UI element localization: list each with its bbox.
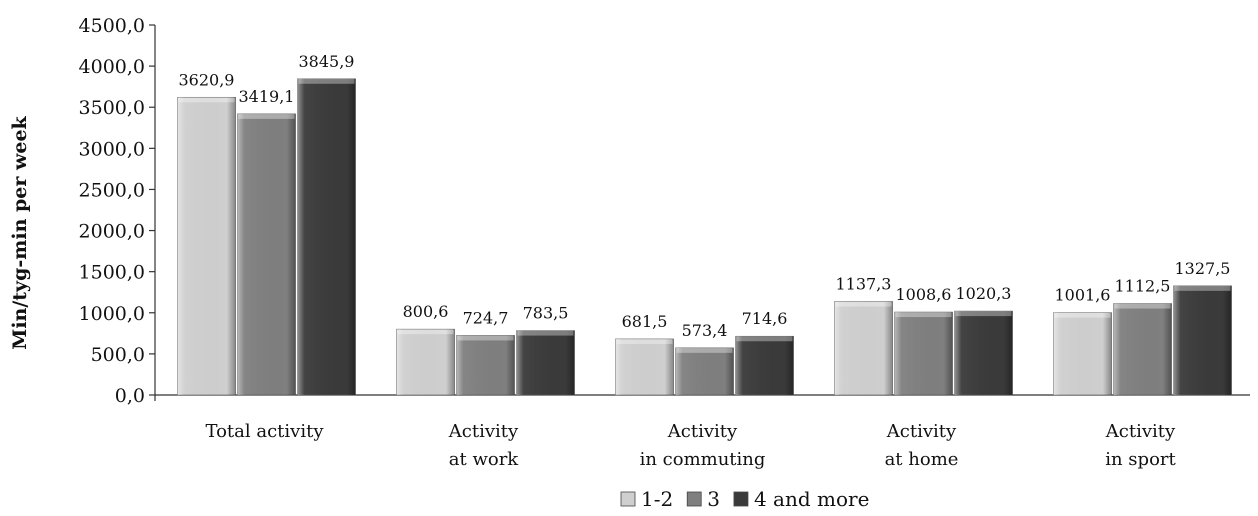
bar-bevel	[835, 301, 892, 307]
legend-label: 3	[707, 487, 720, 511]
bar-bevel	[238, 113, 295, 119]
data-label: 1112,5	[1115, 277, 1171, 296]
legend-swatch	[733, 491, 749, 507]
category-label: in commuting	[640, 449, 766, 470]
bar-shading	[735, 336, 794, 395]
category-label: Activity	[886, 421, 957, 442]
bar-shading	[954, 311, 1013, 395]
y-tick-label: 1000,0	[79, 303, 145, 325]
category-labels: Total activity Activity at work Activity in …	[205, 421, 1176, 470]
y-tick-label: 4000,0	[79, 56, 145, 78]
bar-bevel	[178, 97, 235, 103]
legend-swatch	[620, 491, 636, 507]
bar-bevel	[397, 329, 454, 335]
data-label: 783,5	[523, 304, 569, 323]
bar-shading	[456, 335, 515, 395]
bar-bevel	[736, 336, 793, 342]
category-label: in sport	[1105, 449, 1176, 470]
bar-shading	[516, 330, 575, 395]
legend-swatch	[686, 491, 702, 507]
bar-bevel	[1054, 312, 1111, 318]
bar-shading	[237, 113, 296, 396]
data-label: 1008,6	[896, 285, 952, 304]
y-tick-label: 3000,0	[79, 138, 145, 160]
category-label: at home	[885, 449, 959, 470]
legend-label: 4 and more	[754, 487, 869, 511]
y-tick-label: 0,0	[115, 385, 145, 407]
category-label: Total activity	[205, 421, 324, 442]
y-tick-label: 2000,0	[79, 221, 145, 243]
bar-bevel	[1174, 285, 1231, 291]
y-tick-label: 500,0	[91, 344, 145, 366]
bar-shading	[615, 338, 674, 395]
data-label: 573,4	[682, 321, 728, 340]
bar-shading	[1173, 285, 1232, 395]
bar-shading	[834, 301, 893, 395]
data-label: 3620,9	[179, 70, 235, 89]
data-label: 714,6	[742, 309, 788, 328]
data-label: 681,5	[622, 312, 668, 331]
bar-shading	[297, 78, 356, 395]
bar-shading	[675, 347, 734, 395]
bar-shading	[1113, 303, 1172, 395]
category-label: Activity	[667, 421, 738, 442]
data-label: 724,7	[463, 308, 509, 327]
legend: 1-2 3 4 and more	[620, 487, 869, 511]
axes: 0,0 500,0 1000,0 1500,0 2000,0 2500,0 3000,0 35…	[79, 15, 1250, 407]
data-label: 1327,5	[1175, 259, 1231, 278]
data-label: 1137,3	[836, 274, 892, 293]
data-label: 3845,9	[299, 52, 355, 71]
data-label: 800,6	[403, 302, 449, 321]
legend-label: 1-2	[641, 487, 673, 511]
bar-bevel	[895, 312, 952, 318]
y-tick-label: 3500,0	[79, 97, 145, 119]
y-tick-label: 4500,0	[79, 15, 145, 37]
bar-shading	[396, 329, 455, 395]
y-tick-label: 1500,0	[79, 262, 145, 284]
bar-shading	[177, 97, 236, 395]
bar-shading	[1053, 312, 1112, 395]
bar-bevel	[1114, 303, 1171, 309]
bars	[177, 78, 1232, 396]
y-tick-label: 2500,0	[79, 179, 145, 201]
data-label: 1020,3	[956, 284, 1012, 303]
bar-shading	[894, 312, 953, 395]
bar-bevel	[616, 338, 673, 344]
data-label: 1001,6	[1055, 286, 1111, 305]
data-label: 3419,1	[239, 87, 295, 106]
y-axis-label: Min/tyg-min per week	[9, 115, 31, 349]
category-label: at work	[449, 449, 520, 470]
bar-bevel	[517, 330, 574, 336]
bar-bevel	[298, 78, 355, 84]
bar-bevel	[457, 335, 514, 341]
category-label: Activity	[448, 421, 519, 442]
bar-bevel	[955, 311, 1012, 317]
bar-bevel	[676, 347, 733, 353]
category-label: Activity	[1105, 421, 1176, 442]
